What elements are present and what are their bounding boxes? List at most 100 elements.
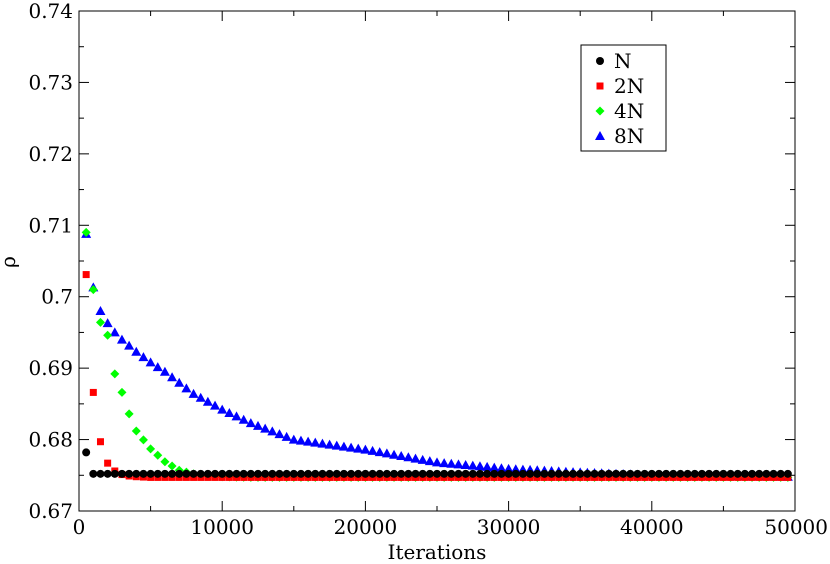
data-point-N [117,469,126,478]
data-point-N [103,469,112,478]
x-tick-label: 0 [73,515,86,539]
data-point-8N [288,434,299,444]
data-point-N [110,469,119,478]
x-tick-label: 40000 [620,515,684,539]
data-point-N [196,469,205,478]
data-point-N [740,469,749,478]
data-point-8N [152,362,163,372]
x-tick-label: 20000 [334,515,398,539]
data-point-N [554,469,563,478]
data-point-8N [253,420,263,430]
data-point-4N [153,450,163,460]
legend-label: 8N [614,124,644,148]
data-point-N [325,469,334,478]
x-tick-label: 50000 [764,515,828,539]
data-point-8N [453,459,464,469]
data-point-8N [310,437,321,447]
data-point-N [261,469,270,478]
data-point-8N [245,418,256,428]
data-point-N [475,469,484,478]
data-point-4N [124,409,134,419]
series-N [82,448,792,478]
data-point-4N [88,285,98,295]
data-point-8N [181,383,192,393]
data-point-8N [145,357,156,367]
data-point-N [468,469,477,478]
data-point-8N [202,396,213,406]
y-tick-label: 0.71 [28,213,73,237]
data-point-8N [116,334,127,344]
data-point-N [182,469,191,478]
data-point-8N [295,435,306,445]
data-point-N [712,469,721,478]
data-point-N [540,469,549,478]
data-point-8N [138,352,149,362]
data-point-8N [267,426,278,436]
data-point-N [189,469,198,478]
data-point-8N [467,460,478,470]
data-point-N [289,469,298,478]
data-point-N [526,469,535,478]
data-point-N [547,469,556,478]
data-point-2N [96,438,104,446]
data-point-8N [374,447,385,457]
data-point-N [390,469,399,478]
data-point-N [440,469,449,478]
data-point-N [168,469,177,478]
data-point-8N [224,407,235,417]
data-point-N [361,469,370,478]
data-point-N [762,469,771,478]
data-point-N [160,469,169,478]
data-point-N [433,469,441,478]
data-point-N [719,469,728,478]
series-4N [81,227,793,482]
data-point-8N [303,436,314,446]
data-point-N [382,469,391,478]
data-point-8N [260,423,271,433]
data-point-8N [353,443,364,453]
y-tick-label: 0.7 [41,285,73,309]
data-point-8N [396,451,407,460]
data-point-8N [188,388,199,398]
data-point-N [139,469,148,478]
data-point-8N [439,458,450,468]
data-point-8N [274,429,285,439]
data-point-N [755,469,764,478]
data-point-N [246,469,255,478]
data-point-N [425,469,434,478]
data-point-N [769,469,778,478]
data-point-8N [317,438,328,448]
data-point-N [518,469,527,478]
legend-marker-N [596,57,604,65]
data-point-N [146,469,155,478]
data-point-8N [281,431,292,441]
data-point-N [211,469,220,478]
y-tick-label: 0.74 [28,0,73,23]
data-point-4N [81,227,91,237]
legend-marker-8N [595,131,605,140]
data-point-N [397,469,406,478]
data-point-N [404,469,413,478]
data-point-8N [346,442,357,452]
data-point-4N [110,369,120,379]
data-point-4N [117,387,127,397]
data-point-N [733,469,742,478]
data-point-N [311,469,320,478]
data-point-N [583,469,592,478]
data-point-8N [95,306,106,315]
legend-box [580,44,667,152]
data-point-N [626,469,635,478]
data-point-8N [432,457,442,467]
data-point-8N [367,445,378,455]
data-point-8N [482,461,493,471]
data-point-N [254,469,262,478]
data-point-N [411,469,420,478]
data-point-8N [167,372,178,382]
data-point-4N [160,457,170,467]
data-point-N [669,469,678,478]
data-point-8N [389,449,400,459]
data-point-N [454,469,463,478]
data-point-N [232,469,241,478]
data-point-N [332,469,341,478]
